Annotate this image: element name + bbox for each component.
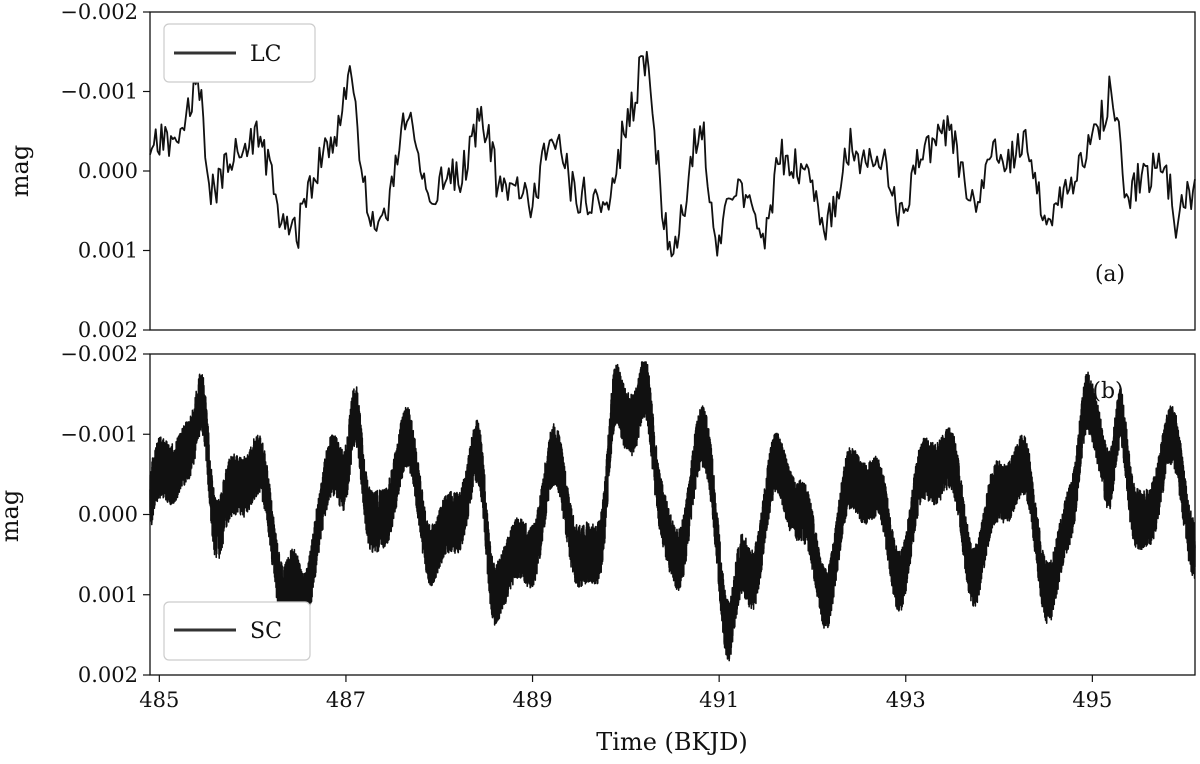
y-tick-label: 0.002 — [78, 663, 138, 687]
x-tick-label: 487 — [326, 688, 366, 712]
panel-b-x-ticks: 485 487 489 491 493 495 — [139, 675, 1112, 712]
series-line-lc — [149, 50, 1196, 258]
panel-a-y-ticks: −0.002 −0.001 0.000 0.001 0.002 — [60, 0, 150, 342]
panel-a-ylabel: mag — [6, 145, 34, 197]
y-tick-label: −0.001 — [60, 80, 138, 104]
panel-b: −0.002 −0.001 0.000 0.001 0.002 485 487 489 491… — [0, 342, 1196, 712]
panel-a-legend: LC — [163, 23, 316, 83]
x-tick-label: 493 — [886, 688, 926, 712]
y-tick-label: 0.001 — [78, 583, 138, 607]
panel-a: −0.002 −0.001 0.000 0.001 0.002 mag (a) LC — [6, 0, 1196, 342]
y-tick-label: 0.001 — [78, 239, 138, 263]
legend-sc-label: SC — [250, 619, 282, 644]
panel-a-lc-line — [149, 50, 1196, 258]
x-tick-label: 491 — [699, 688, 739, 712]
x-tick-label: 495 — [1072, 688, 1112, 712]
panel-b-tag: (b) — [1092, 379, 1123, 404]
y-tick-label: 0.000 — [78, 503, 138, 527]
legend-box — [163, 601, 311, 661]
x-axis-label: Time (BKJD) — [596, 728, 747, 756]
panel-b-ylabel: mag — [0, 490, 24, 542]
y-tick-label: −0.001 — [60, 422, 138, 446]
panel-a-tag: (a) — [1095, 262, 1125, 287]
y-tick-label: −0.002 — [60, 0, 138, 24]
y-tick-label: 0.000 — [78, 159, 138, 183]
x-tick-label: 489 — [512, 688, 552, 712]
series-line-sc — [149, 361, 1196, 662]
y-tick-label: 0.002 — [78, 318, 138, 342]
x-tick-label: 485 — [139, 688, 179, 712]
panel-b-legend: SC — [163, 601, 311, 661]
legend-lc-label: LC — [250, 42, 281, 67]
y-tick-label: −0.002 — [60, 342, 138, 366]
panel-b-sc-line — [149, 361, 1196, 662]
legend-box — [163, 23, 316, 83]
panel-b-y-ticks: −0.002 −0.001 0.000 0.001 0.002 — [60, 342, 150, 687]
